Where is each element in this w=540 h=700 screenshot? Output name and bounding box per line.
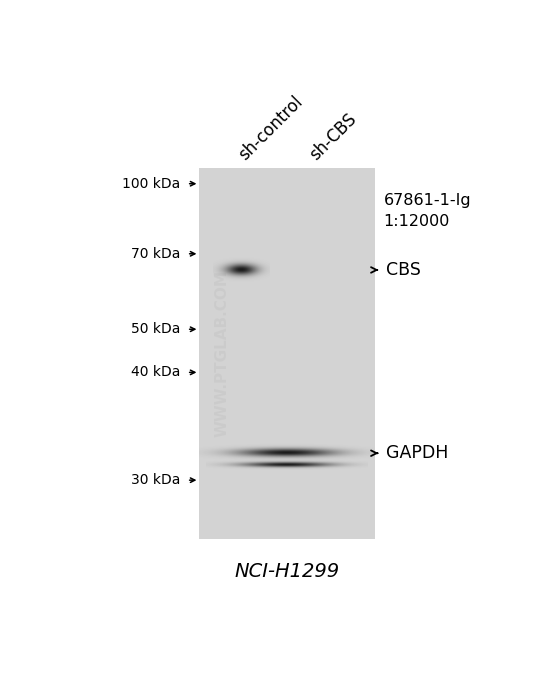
- Bar: [199, 167, 375, 540]
- Text: 67861-1-Ig
1:12000: 67861-1-Ig 1:12000: [383, 193, 471, 229]
- Text: CBS: CBS: [386, 261, 421, 279]
- Text: 70 kDa: 70 kDa: [131, 247, 180, 261]
- Text: sh-control: sh-control: [235, 92, 306, 164]
- Text: WWW.PTGLAB.COM: WWW.PTGLAB.COM: [215, 270, 230, 437]
- Text: NCI-H1299: NCI-H1299: [235, 562, 340, 581]
- Text: sh-CBS: sh-CBS: [306, 110, 360, 164]
- Text: 100 kDa: 100 kDa: [122, 176, 180, 190]
- Text: GAPDH: GAPDH: [386, 444, 448, 462]
- Text: 40 kDa: 40 kDa: [131, 365, 180, 379]
- Text: 50 kDa: 50 kDa: [131, 322, 180, 336]
- Text: 30 kDa: 30 kDa: [131, 473, 180, 487]
